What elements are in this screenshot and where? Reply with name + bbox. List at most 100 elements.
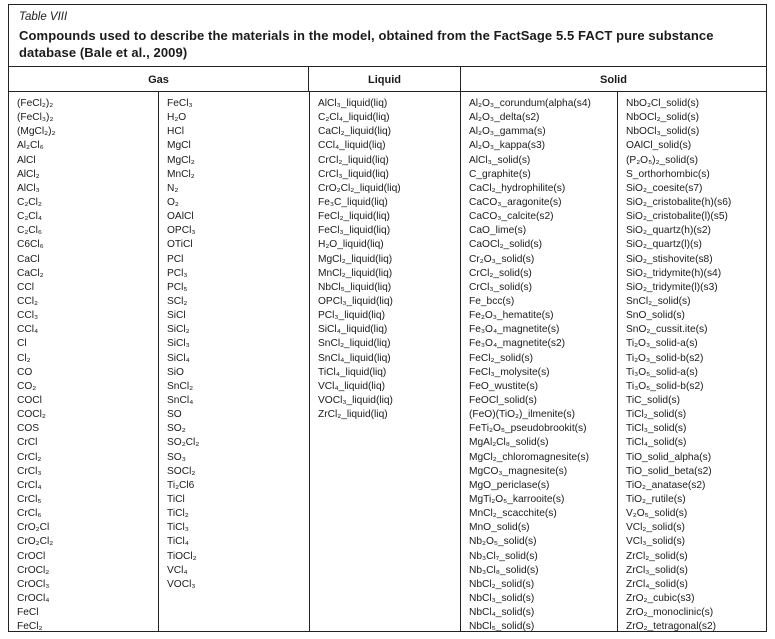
compound-cell: CaCl (17, 253, 40, 265)
compound-cell: AlCl₃ (17, 182, 40, 194)
compound-cell: CrOCl₃ (17, 578, 50, 590)
compound-cell: CCl₂ (17, 295, 38, 307)
compound-cell: PCl₃_liquid(liq) (318, 310, 385, 322)
compound-cell: NbCl₅_solid(s) (469, 621, 535, 631)
compound-cell: SiCl₂ (167, 324, 190, 336)
compound-cell: AlCl₃_liquid(liq) (318, 98, 388, 109)
column-header-liquid: Liquid (308, 67, 460, 91)
compound-cell: Nb₃Cl₈_solid(s) (469, 564, 539, 576)
compound-cell: VCl₄_liquid(liq) (318, 380, 386, 392)
compound-cell: CrCl₂_liquid(liq) (318, 154, 389, 166)
compound-cell: (FeCl₃)₂ (17, 112, 54, 124)
compound-cell: SiO (167, 366, 184, 378)
compound-cell: VCl₃_solid(s) (626, 536, 686, 548)
compound-cell: Al₂Cl₆ (17, 140, 44, 152)
compound-cell: SiCl₄_liquid(liq) (318, 324, 388, 336)
compound-cell: SnCl₂ (167, 380, 194, 392)
compound-cell: FeCl₂ (17, 621, 43, 631)
compound-cell: TiCl₂_solid(s) (626, 409, 687, 421)
compound-cell: COS (17, 423, 40, 435)
compound-cell: OAlCl_solid(s) (626, 140, 692, 152)
compound-cell: CCl (17, 281, 34, 293)
compound-cell: SiO₂_quartz(l)(s) (626, 239, 702, 251)
table-number: Table VIII (19, 11, 68, 23)
compound-cell: SiCl₄ (167, 352, 190, 364)
compound-cell: FeCl₂_solid(s) (469, 352, 533, 364)
compound-cell: TiCl₄_solid(s) (626, 437, 687, 449)
compound-cell: MnCl₂_scacchite(s) (469, 508, 557, 520)
compound-cell: FeCl₃ (167, 98, 193, 109)
compound-cell: FeCl (17, 607, 39, 619)
compound-cell: SnCl₄_liquid(liq) (318, 352, 391, 364)
column-header-row: Gas Liquid Solid (9, 67, 766, 92)
compound-cell: TiO_solid_beta(s2) (626, 465, 712, 477)
compound-cell: Nb₃Cl₇_solid(s) (469, 550, 538, 562)
compound-cell: CrOCl₄ (17, 592, 50, 604)
compound-cell: SiO₂_cristobalite(h)(s6) (626, 196, 732, 208)
compound-cell: C₂Cl₄_liquid(liq) (318, 112, 390, 124)
compound-cell: CO (17, 366, 33, 378)
compound-cell: TiO₂_anatase(s2) (626, 479, 706, 491)
compound-cell: NbCl₂_solid(s) (469, 578, 535, 590)
compound-cell: SnCl₄ (167, 394, 194, 406)
compound-cell: AlCl₃_solid(s) (469, 154, 531, 166)
compound-cell: Al₂O₃_corundum(alpha(s4) (469, 98, 591, 109)
compound-cell: CrOCl₂ (17, 564, 50, 576)
compound-cell: MgTi₂O₅_karrooite(s) (469, 493, 565, 505)
compound-cell: AlCl (17, 154, 36, 166)
compound-cell: FeTi₂O₅_pseudobrookit(s) (469, 423, 587, 435)
compound-cell: ZrCl₄_solid(s) (626, 578, 688, 590)
compound-cell: TiCl₄_liquid(liq) (318, 366, 387, 378)
column-header-gas: Gas (148, 74, 169, 86)
compound-cell: MgAl₂Cl₈_solid(s) (469, 437, 549, 449)
compound-cell: CaCl₂ (17, 267, 44, 279)
compound-cell: Cl (17, 338, 27, 350)
compound-cell: CrCl₃_liquid(liq) (318, 168, 389, 180)
compound-cell: Fe₃C_liquid(liq) (318, 196, 388, 208)
compound-cell: C₂Cl₂ (17, 196, 42, 208)
compound-cell: SnO_solid(s) (626, 310, 685, 322)
compound-cell: H₂O (167, 112, 187, 124)
compound-cell: NbOCl₃_solid(s) (626, 126, 700, 138)
compound-cell: C6Cl₆ (17, 239, 44, 251)
compound-cell: FeOCl_solid(s) (469, 394, 537, 406)
compound-cell: Cl₂ (17, 352, 31, 364)
compound-cell: NbOCl₂_solid(s) (626, 112, 700, 124)
compound-cell: CrCl₄ (17, 479, 42, 491)
compound-cell: TiCl (167, 493, 185, 505)
compound-cell: Fe₂O₃_hematite(s) (469, 310, 554, 322)
compound-cell: HCl (167, 126, 184, 138)
compound-cell: SO₂Cl₂ (167, 437, 200, 449)
compound-cell: MgCl₂ (167, 154, 195, 166)
compound-cell: Al₂O₃_kappa(s3) (469, 140, 546, 152)
compound-cell: CrCl₂_solid(s) (469, 267, 532, 279)
compound-cell: SiO₂_quartz(h)(s2) (626, 225, 711, 237)
solid-column-2: NbO₂Cl_solid(s) NbOCl₂_solid(s) NbOCl₃_sol… (617, 92, 766, 631)
compound-cell: ZrCl₂_solid(s) (626, 550, 688, 562)
compound-cell: ZrCl₃_solid(s) (626, 564, 688, 576)
compound-cell: Fe_bcc(s) (469, 295, 515, 307)
compound-cell: SnCl₂_solid(s) (626, 295, 691, 307)
compound-cell: CaCO₃_calcite(s2) (469, 211, 554, 223)
compound-cell: FeCl₂_liquid(liq) (318, 211, 390, 223)
table-caption-block: Table VIII Compounds used to describe th… (9, 5, 766, 67)
compound-cell: ZrO₂_tetragonal(s2) (626, 621, 717, 631)
compound-cell: TiCl₃ (167, 522, 189, 534)
solid-column-1: Al₂O₃_corundum(alpha(s4) Al₂O₃_delta(s2) A… (460, 92, 617, 631)
compound-cell: TiCl₃_solid(s) (626, 423, 687, 435)
compound-cell: MgCl₂_chloromagnesite(s) (469, 451, 590, 463)
compound-cell: VOCl₃_liquid(liq) (318, 394, 393, 406)
compound-cell: CaCl₂_liquid(liq) (318, 126, 392, 138)
table-caption: Compounds used to describe the materials… (19, 28, 714, 60)
compound-cell: PCl₃ (167, 267, 188, 279)
compound-cell: CaOCl₂_solid(s) (469, 239, 543, 251)
compound-cell: MgCl₂_liquid(liq) (318, 253, 393, 265)
compound-cell: N₂ (167, 182, 179, 194)
compound-cell: CrCl₃_solid(s) (469, 281, 533, 293)
compound-cell: SCl₂ (167, 295, 188, 307)
compound-cell: CaO_lime(s) (469, 225, 527, 237)
compound-cell: OPCl₃ (167, 225, 196, 237)
compound-cell: NbCl₅_liquid(liq) (318, 281, 392, 293)
compound-cell: TiC_solid(s) (626, 394, 680, 406)
compound-cell: CrOCl (17, 550, 46, 562)
